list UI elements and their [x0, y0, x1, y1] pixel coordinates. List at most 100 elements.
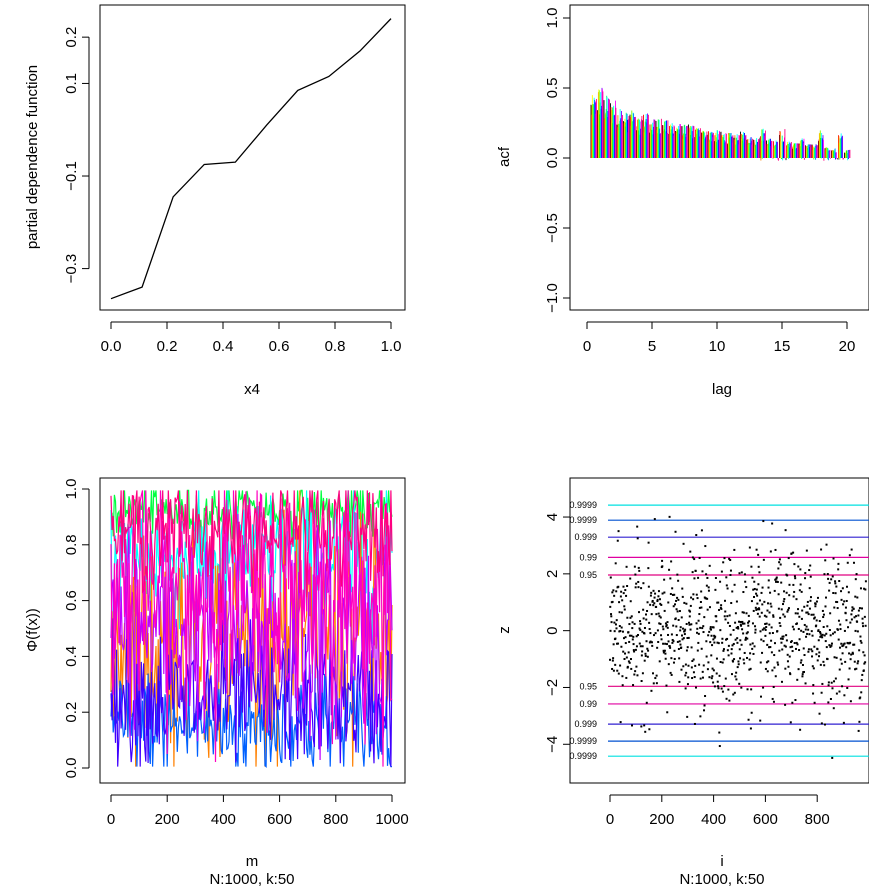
- z-point: [835, 656, 838, 659]
- z-point: [641, 672, 644, 675]
- z-point: [719, 629, 722, 632]
- z-point: [787, 607, 790, 610]
- z-point: [703, 709, 706, 712]
- z-point: [682, 665, 685, 668]
- z-point: [723, 557, 726, 560]
- z-point: [670, 657, 673, 660]
- z-point: [618, 601, 621, 604]
- z-point: [732, 629, 735, 632]
- caption: N:1000, k:50: [209, 871, 294, 888]
- z-point: [693, 577, 696, 580]
- z-point: [804, 682, 807, 685]
- z-point: [707, 634, 710, 637]
- z-point: [647, 649, 650, 652]
- z-point: [699, 600, 702, 603]
- y-axis-label: Φ(f(x)): [24, 608, 41, 652]
- x-tick-label: 0.6: [269, 338, 290, 355]
- z-point: [728, 699, 731, 702]
- z-point: [620, 611, 623, 614]
- z-point: [703, 704, 706, 707]
- z-point: [732, 660, 735, 663]
- z-point: [831, 687, 834, 690]
- z-point: [848, 554, 851, 557]
- z-point: [682, 542, 685, 545]
- z-point: [819, 663, 822, 666]
- z-point: [715, 672, 718, 675]
- z-point: [675, 625, 678, 628]
- z-point: [760, 611, 763, 614]
- y-axis-label: z: [496, 626, 513, 634]
- z-point: [642, 617, 645, 620]
- z-point: [729, 559, 732, 562]
- z-point: [690, 596, 693, 599]
- z-point: [662, 649, 665, 652]
- z-point: [748, 658, 751, 661]
- z-point: [782, 600, 785, 603]
- z-point: [696, 649, 699, 652]
- z-point: [609, 576, 612, 579]
- quantile-label: 0.95: [579, 570, 597, 580]
- z-point: [800, 590, 803, 593]
- x-tick-label: 1000: [375, 811, 408, 828]
- z-point: [676, 596, 679, 599]
- z-point: [686, 683, 689, 686]
- z-point: [684, 663, 687, 666]
- z-point: [621, 630, 624, 633]
- z-point: [632, 643, 635, 646]
- z-point: [801, 664, 804, 667]
- z-point: [701, 670, 704, 673]
- z-point: [758, 615, 761, 618]
- z-point: [701, 676, 704, 679]
- z-point: [643, 724, 646, 727]
- z-point: [806, 604, 809, 607]
- z-point: [818, 655, 821, 658]
- z-point: [661, 625, 664, 628]
- z-point: [644, 652, 647, 655]
- z-point: [722, 648, 725, 651]
- z-point: [616, 669, 619, 672]
- z-point: [832, 592, 835, 595]
- x-tick-label: 400: [211, 811, 236, 828]
- z-point: [761, 628, 764, 631]
- z-point: [695, 622, 698, 625]
- z-point: [686, 715, 689, 718]
- z-point: [663, 609, 666, 612]
- z-point: [808, 587, 811, 590]
- z-point: [816, 659, 819, 662]
- z-point: [686, 646, 689, 649]
- z-point: [821, 636, 824, 639]
- z-point: [773, 589, 776, 592]
- z-point: [691, 659, 694, 662]
- z-point: [764, 634, 767, 637]
- z-point: [740, 643, 743, 646]
- z-point: [745, 612, 748, 615]
- z-point: [641, 645, 644, 648]
- z-point: [743, 573, 746, 576]
- z-point: [717, 687, 720, 690]
- z-point: [799, 728, 802, 731]
- z-point: [640, 654, 643, 657]
- z-point: [803, 623, 806, 626]
- z-point: [645, 613, 648, 616]
- z-point: [678, 657, 681, 660]
- z-point: [625, 656, 628, 659]
- z-point: [806, 632, 809, 635]
- z-point: [645, 640, 648, 643]
- z-point: [696, 631, 699, 634]
- z-point: [787, 557, 790, 560]
- z-point: [847, 626, 850, 629]
- z-point: [848, 667, 851, 670]
- z-point: [739, 657, 742, 660]
- z-point: [762, 640, 765, 643]
- z-point: [748, 668, 751, 671]
- z-point: [741, 622, 744, 625]
- z-point: [733, 548, 736, 551]
- z-point: [815, 619, 818, 622]
- z-point: [736, 666, 739, 669]
- x-tick-label: 10: [709, 338, 726, 355]
- z-point: [737, 660, 740, 663]
- z-point: [775, 580, 778, 583]
- z-point: [656, 600, 659, 603]
- z-point: [821, 633, 824, 636]
- z-point: [617, 672, 620, 675]
